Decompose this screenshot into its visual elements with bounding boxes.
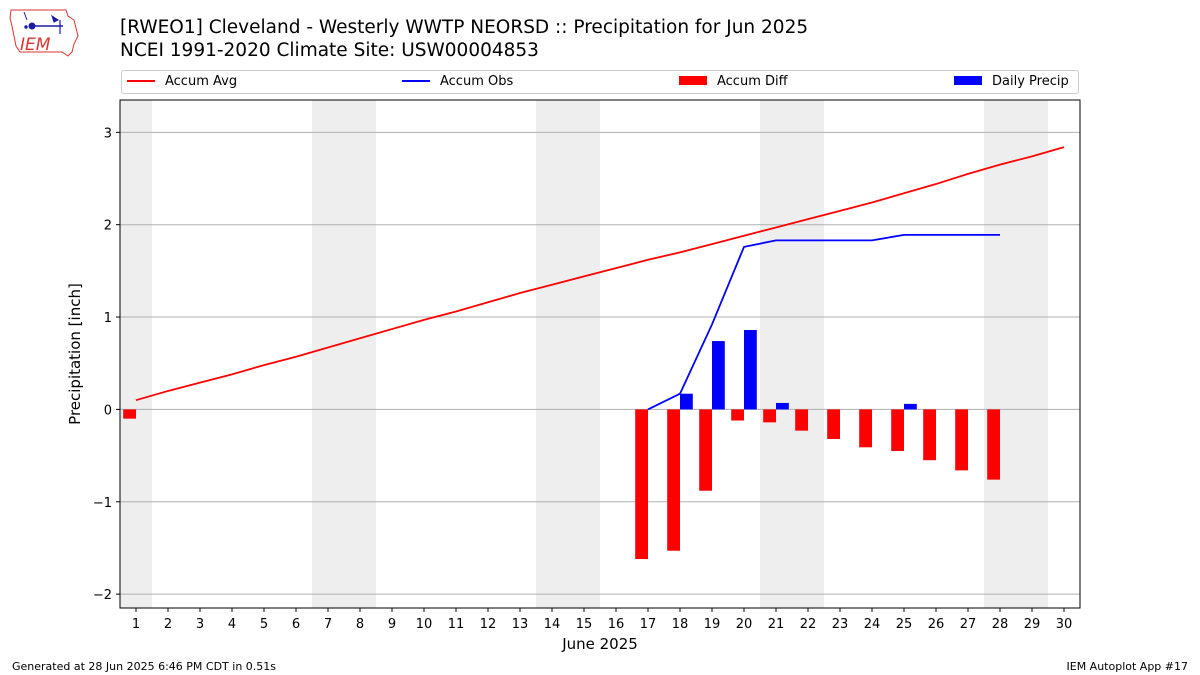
daily-precip-bar	[744, 329, 757, 410]
legend-label: Accum Avg	[165, 74, 238, 89]
x-tick-label: 17	[640, 617, 657, 632]
x-tick-label: 6	[292, 617, 300, 632]
weekend-band	[760, 100, 824, 608]
plot-frame	[119, 99, 1081, 609]
legend-item-daily-precip: Daily Precip	[954, 74, 1069, 89]
daily-precip-bar	[776, 402, 789, 410]
x-axis-label: June 2025	[561, 635, 638, 653]
y-tick-label: 2	[104, 219, 112, 234]
x-tick-label: 12	[480, 617, 497, 632]
accum-diff-bar	[699, 409, 712, 491]
x-tick-label: 21	[768, 617, 785, 632]
y-tick-label: −1	[93, 496, 112, 511]
iowa-outline-icon	[9, 9, 79, 57]
y-axis-ticks: −2 −1 0 1 2 3	[93, 126, 120, 603]
x-tick-label: 14	[544, 617, 561, 632]
weekend-band	[312, 100, 376, 608]
accum-diff-bar	[987, 409, 1000, 480]
x-tick-label: 7	[324, 617, 332, 632]
legend-item-accum-diff: Accum Diff	[679, 74, 788, 89]
weekend-shading	[120, 100, 1048, 608]
chart-legend: Accum Avg Accum Obs Accum Diff Daily Pre…	[121, 70, 1079, 94]
weather-station-icon	[23, 11, 63, 34]
legend-item-accum-avg: Accum Avg	[127, 74, 237, 89]
x-tick-label: 30	[1056, 617, 1073, 632]
y-tick-label: −2	[93, 588, 112, 603]
x-tick-label: 15	[576, 617, 593, 632]
bars	[123, 329, 1000, 560]
accum-diff-bar	[635, 409, 648, 560]
footer-generated: Generated at 28 Jun 2025 6:46 PM CDT in …	[12, 660, 277, 673]
x-tick-label: 18	[672, 617, 689, 632]
x-tick-label: 26	[928, 617, 945, 632]
accum-diff-bar	[955, 409, 968, 471]
x-axis-ticks: 1 2 3 4 5 6 7 8 9 10 11 12 13 14 15 16 17 18 19 20 21 22 23 24 2…	[132, 608, 1072, 632]
x-tick-label: 13	[512, 617, 529, 632]
x-tick-label: 27	[960, 617, 977, 632]
daily-precip-bar	[904, 403, 917, 410]
iem-logo: IEM	[9, 9, 79, 57]
accum-diff-bar	[667, 409, 680, 551]
x-tick-label: 16	[608, 617, 625, 632]
x-tick-label: 22	[800, 617, 817, 632]
legend-swatch	[127, 79, 155, 82]
x-tick-label: 2	[164, 617, 172, 632]
chart-title: [RWEO1] Cleveland - Westerly WWTP NEORSD…	[120, 17, 809, 38]
weekend-band	[984, 100, 1048, 608]
accum-diff-bar	[859, 409, 872, 448]
legend-item-accum-obs: Accum Obs	[402, 74, 513, 89]
legend-label: Accum Diff	[717, 74, 788, 89]
daily-precip-bar	[680, 393, 693, 410]
x-tick-label: 23	[832, 617, 849, 632]
x-tick-label: 19	[704, 617, 721, 632]
y-axis-label: Precipitation [inch]	[66, 283, 84, 425]
x-tick-label: 11	[448, 617, 465, 632]
svg-text:IEM: IEM	[20, 35, 51, 55]
legend-swatch	[402, 79, 430, 82]
x-tick-label: 29	[1024, 617, 1041, 632]
y-tick-label: 3	[104, 126, 112, 141]
x-tick-label: 10	[416, 617, 433, 632]
series-lines	[135, 146, 1065, 411]
y-tick-label: 0	[104, 403, 112, 418]
legend-swatch	[954, 76, 982, 85]
legend-swatch	[679, 76, 707, 85]
accum-diff-bar	[763, 409, 776, 423]
accum-diff-bar	[923, 409, 936, 461]
accum-diff-bar	[891, 409, 904, 451]
x-tick-label: 24	[864, 617, 881, 632]
x-tick-label: 9	[388, 617, 396, 632]
accum-diff-bar	[795, 409, 808, 431]
x-tick-label: 20	[736, 617, 753, 632]
y-tick-label: 1	[104, 311, 112, 326]
x-tick-label: 8	[356, 617, 364, 632]
accum-diff-bar	[827, 409, 840, 439]
accum-obs-line	[647, 233, 1000, 411]
accum-diff-bar	[123, 409, 136, 419]
x-tick-label: 1	[132, 617, 140, 632]
footer-app-id: IEM Autoplot App #17	[1066, 660, 1189, 673]
grid-lines	[120, 131, 1080, 595]
weekend-band	[120, 100, 152, 608]
x-tick-label: 3	[196, 617, 204, 632]
accum-avg-line	[135, 146, 1065, 402]
x-tick-label: 28	[992, 617, 1009, 632]
accum-diff-bar	[731, 409, 744, 421]
legend-label: Daily Precip	[992, 74, 1069, 89]
daily-precip-bar	[712, 341, 725, 410]
weekend-band	[536, 100, 600, 608]
x-tick-label: 5	[260, 617, 268, 632]
chart-subtitle: NCEI 1991-2020 Climate Site: USW00004853	[120, 40, 539, 61]
x-tick-label: 4	[228, 617, 236, 632]
legend-label: Accum Obs	[440, 74, 514, 89]
x-tick-label: 25	[896, 617, 913, 632]
